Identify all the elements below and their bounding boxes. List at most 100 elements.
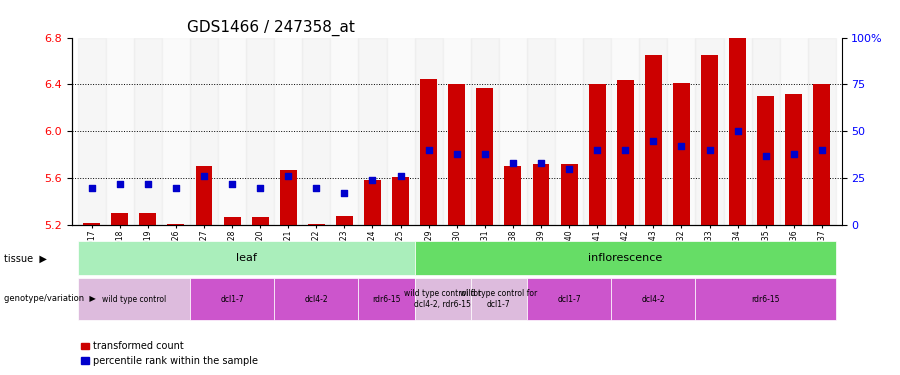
Point — [140, 181, 155, 187]
Bar — [443, 38, 471, 225]
Point — [590, 147, 605, 153]
Bar — [336, 216, 353, 225]
Point — [646, 138, 661, 144]
Point — [450, 151, 464, 157]
Legend: transformed count, percentile rank within the sample: transformed count, percentile rank withi… — [76, 338, 262, 370]
Bar — [471, 38, 499, 225]
Bar — [274, 278, 358, 320]
Bar — [583, 38, 611, 225]
Text: rdr6-15: rdr6-15 — [373, 295, 400, 304]
Bar — [779, 38, 808, 225]
Bar — [527, 278, 611, 320]
Bar — [140, 213, 157, 225]
Bar — [415, 278, 471, 320]
Bar — [589, 84, 606, 225]
Bar — [645, 55, 662, 225]
Bar — [392, 177, 409, 225]
Text: wild type control for
dcl1-7: wild type control for dcl1-7 — [460, 290, 537, 309]
Point — [112, 181, 127, 187]
Bar — [330, 38, 358, 225]
Point — [393, 173, 408, 179]
Point — [562, 166, 576, 172]
Text: rdr6-15: rdr6-15 — [752, 295, 780, 304]
Bar — [162, 38, 190, 225]
Bar — [814, 84, 831, 225]
Text: wild type control: wild type control — [102, 295, 166, 304]
Bar — [701, 55, 718, 225]
Point — [168, 184, 183, 190]
Bar — [561, 164, 578, 225]
Bar — [83, 223, 100, 225]
Bar — [252, 217, 268, 225]
Bar — [673, 83, 689, 225]
Text: tissue  ▶: tissue ▶ — [4, 254, 48, 264]
Bar — [246, 38, 274, 225]
Bar — [499, 38, 527, 225]
Bar — [112, 213, 128, 225]
Bar — [724, 38, 752, 225]
Bar — [190, 278, 274, 320]
Bar — [420, 78, 437, 225]
Point — [702, 147, 716, 153]
Bar — [308, 224, 325, 225]
Bar — [533, 164, 549, 225]
Point — [309, 184, 323, 190]
Bar — [616, 80, 634, 225]
Bar — [358, 278, 415, 320]
Point — [731, 128, 745, 134]
Point — [421, 147, 436, 153]
Text: dcl4-2: dcl4-2 — [304, 295, 328, 304]
Point — [618, 147, 633, 153]
Text: dcl4-2: dcl4-2 — [642, 295, 665, 304]
Point — [674, 143, 688, 149]
Bar — [224, 217, 240, 225]
Bar — [696, 38, 724, 225]
Bar — [386, 38, 415, 225]
Bar — [415, 241, 836, 275]
Bar — [134, 38, 162, 225]
Bar — [448, 84, 465, 225]
Bar — [611, 278, 696, 320]
Point — [197, 173, 211, 179]
Text: leaf: leaf — [236, 253, 256, 263]
Text: genotype/variation  ▶: genotype/variation ▶ — [4, 294, 96, 303]
Point — [253, 184, 267, 190]
Bar — [611, 38, 639, 225]
Bar — [729, 38, 746, 225]
Point — [365, 177, 380, 183]
Bar — [218, 38, 246, 225]
Bar — [639, 38, 668, 225]
Bar — [696, 278, 836, 320]
Bar — [77, 241, 415, 275]
Point — [85, 184, 99, 190]
Text: dcl1-7: dcl1-7 — [557, 295, 580, 304]
Bar — [471, 278, 527, 320]
Bar — [302, 38, 330, 225]
Text: dcl1-7: dcl1-7 — [220, 295, 244, 304]
Bar — [77, 278, 190, 320]
Bar — [786, 94, 802, 225]
Bar — [358, 38, 386, 225]
Bar — [190, 38, 218, 225]
Point — [759, 153, 773, 159]
Point — [814, 147, 829, 153]
Bar — [808, 38, 836, 225]
Text: GDS1466 / 247358_at: GDS1466 / 247358_at — [187, 20, 356, 36]
Bar — [105, 38, 134, 225]
Text: inflorescence: inflorescence — [588, 253, 662, 263]
Point — [281, 173, 295, 179]
Bar — [555, 38, 583, 225]
Bar — [668, 38, 696, 225]
Point — [478, 151, 492, 157]
Bar — [505, 166, 521, 225]
Bar — [77, 38, 105, 225]
Bar — [757, 96, 774, 225]
Bar — [752, 38, 779, 225]
Text: wild type control for
dcl4-2, rdr6-15: wild type control for dcl4-2, rdr6-15 — [404, 290, 482, 309]
Bar — [476, 88, 493, 225]
Bar — [195, 166, 212, 225]
Point — [534, 160, 548, 166]
Bar — [415, 38, 443, 225]
Bar — [167, 224, 184, 225]
Bar — [364, 180, 381, 225]
